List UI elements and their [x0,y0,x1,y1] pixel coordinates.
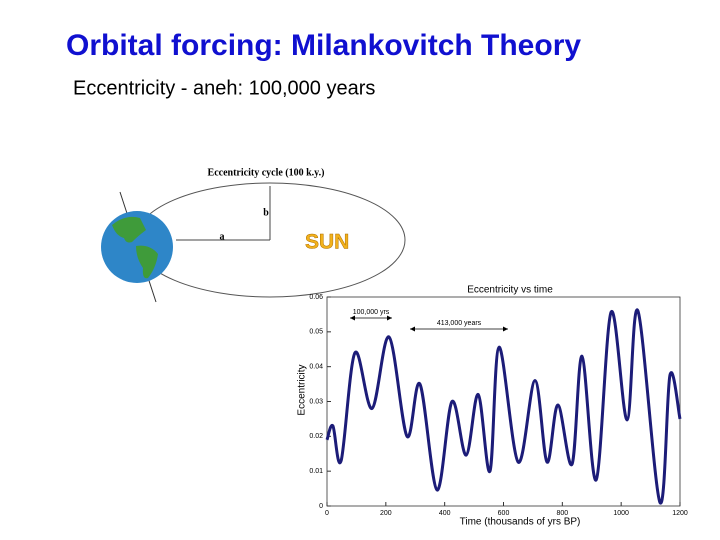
y-axis-label: Eccentricity [297,364,308,415]
orbit-diagram: Eccentricity cycle (100 k.y.) b a SUN [101,167,406,303]
y-tick-label: 0.04 [309,364,323,371]
y-tick-label: 0.01 [309,468,323,475]
y-tick-label: 0 [319,503,323,510]
x-tick-label: 1200 [672,510,688,517]
plot-frame [326,296,681,507]
data-line [325,308,682,505]
x-tick-label: 200 [380,510,392,517]
x-axis-label: Time (thousands of yrs BP) [460,517,581,528]
label-b: b [263,207,269,218]
continent [136,245,158,279]
x-tick-label: 800 [556,510,568,517]
diagram-label: Eccentricity cycle (100 k.y.) [208,167,325,178]
x-tick-label: 0 [325,510,329,517]
chart-title: Eccentricity vs time [467,285,553,296]
x-tick-label: 600 [498,510,510,517]
annotation: 100,000 yrs [353,309,390,316]
arrow-head [350,315,392,321]
y-tick-label: 0.06 [309,294,323,301]
x-tick-label: 1000 [613,510,629,517]
chart: 0 0.01 0.02 0.03 0.04 0.05 0.06 0 200 400 600 800 10… [297,285,688,528]
continent [112,216,146,243]
annotation: 413,000 years [437,320,482,327]
y-tick-label: 0.02 [309,433,323,440]
label-a: a [220,231,225,242]
sun-label: SUN [305,231,349,254]
y-tick-label: 0.03 [309,398,323,405]
slide-subtitle: Eccentricity - aneh: 100,000 years [73,77,375,99]
x-tick-label: 400 [439,510,451,517]
slide-title: Orbital forcing: Milankovitch Theory [66,29,581,62]
y-tick-label: 0.05 [309,329,323,336]
